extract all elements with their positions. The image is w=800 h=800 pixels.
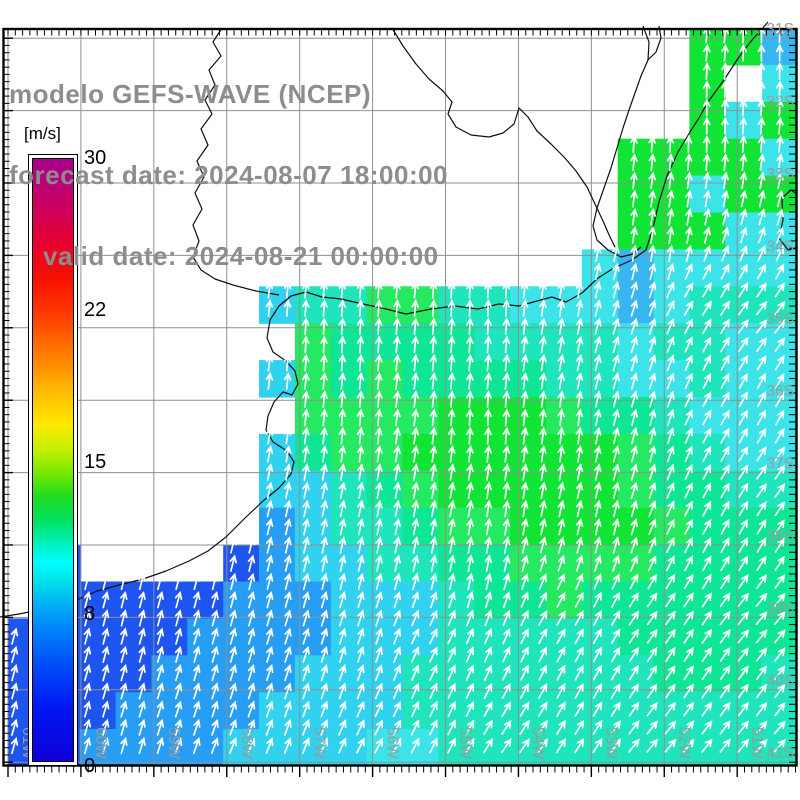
colorbar <box>28 154 78 766</box>
colorbar-tick-label: 22 <box>84 299 107 321</box>
wind-arrows <box>10 25 786 755</box>
lon-label: 59W <box>165 727 182 759</box>
lat-label: 41S <box>766 745 794 762</box>
lon-label: 54W <box>529 727 546 759</box>
lon-label: 51W <box>748 727 765 759</box>
lat-label: 31S <box>766 21 794 38</box>
axis-ticks <box>2 27 798 777</box>
colorbar-gradient <box>32 158 74 762</box>
colorbar-tick-label: 15 <box>84 451 107 473</box>
lon-label: 57W <box>311 727 328 759</box>
title-block: modelo GEFS-WAVE (NCEP) forecast date: 2… <box>9 27 448 324</box>
lat-label: 39S <box>766 600 794 617</box>
lat-label: 40S <box>766 673 794 690</box>
lat-label: 34S <box>766 238 794 255</box>
lat-label: 35S <box>766 311 794 328</box>
lat-label: 33S <box>766 166 794 183</box>
lon-label: 53W <box>602 727 619 759</box>
colorbar-tick-label: 8 <box>84 603 96 625</box>
lon-label: 55W <box>457 727 474 759</box>
colorbar-tick-label: 30 <box>84 147 107 169</box>
colorbar-unit-label: [m/s] <box>24 124 61 143</box>
lat-label: 37S <box>766 456 794 473</box>
title-forecast-line: forecast date: 2024-08-07 18:00:00 <box>9 160 449 190</box>
colorbar-tick-label: 0 <box>84 755 96 777</box>
title-valid-line: valid date: 2024-08-21 00:00:00 <box>43 241 439 271</box>
lat-label: 38S <box>766 528 794 545</box>
lon-label: 58W <box>238 727 255 759</box>
lon-label: 60W <box>92 727 109 759</box>
lon-label: 56W <box>384 727 401 759</box>
lat-label: 32S <box>766 94 794 111</box>
lon-label: 52W <box>675 727 692 759</box>
grid-lines <box>7 28 797 766</box>
title-model-line: modelo GEFS-WAVE (NCEP) <box>9 79 372 109</box>
lat-label: 36S <box>766 383 794 400</box>
